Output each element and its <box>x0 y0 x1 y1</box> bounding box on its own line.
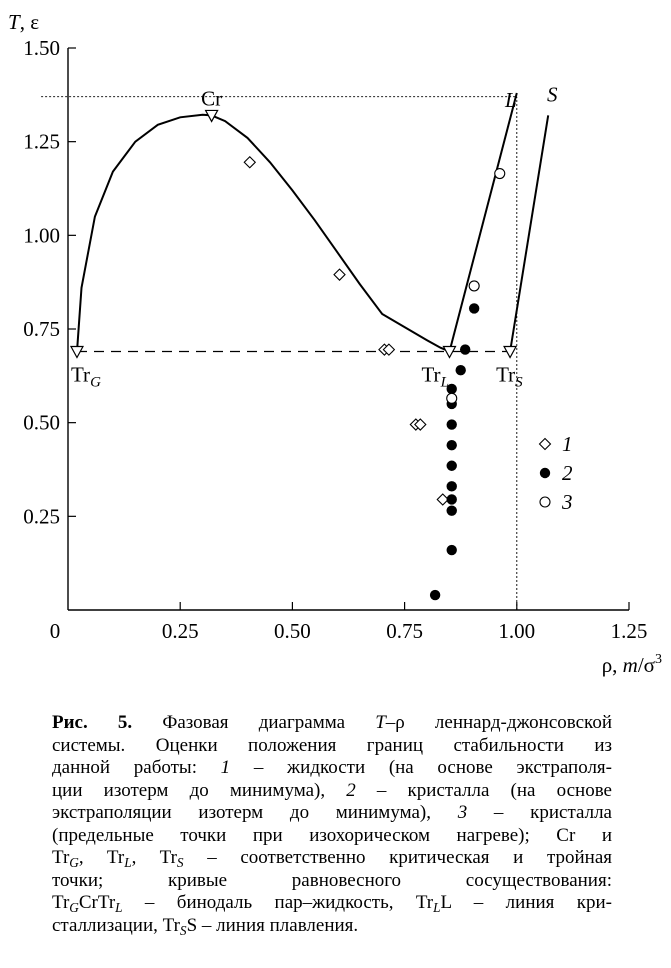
legend-marker-3 <box>539 496 551 508</box>
data-markers <box>243 155 506 601</box>
point-cr <box>204 109 219 123</box>
marker-series-2 <box>459 344 471 355</box>
y-tick-label: 1.00 <box>23 223 60 247</box>
marker-series-3 <box>494 167 506 180</box>
axis-labels: T, ε ρ, m/σ3 L S <box>8 10 662 677</box>
label-cr: Cr <box>201 86 222 110</box>
caption-line: Рис. 5. Фазовая диаграмма T–ρ леннард-дж… <box>52 712 612 733</box>
marker-series-2 <box>446 494 457 505</box>
figure-caption: Рис. 5. Фазовая диаграмма T–ρ леннард-дж… <box>52 712 612 937</box>
curve-0 <box>76 113 450 353</box>
caption-line: (предельные точки при изохорическом нагр… <box>52 824 612 846</box>
caption-line: данной работы: 1 – жидкости (на основе э… <box>52 757 612 778</box>
legend: 1 2 3 <box>538 432 573 514</box>
x-tick-label: 0 <box>50 619 61 643</box>
y-axis-label: T, ε <box>8 10 39 34</box>
x-tick-label: 1.25 <box>611 619 648 643</box>
caption-line: экстраполяции изотерм до минимума), 3 – … <box>52 802 612 823</box>
marker-series-2 <box>446 505 457 516</box>
point-tr-s <box>503 345 518 359</box>
legend-marker-2 <box>539 467 551 479</box>
caption-line: ции изотерм до минимума), 2 – кристалла … <box>52 779 612 801</box>
marker-series-1 <box>382 343 396 356</box>
label-tr-s: TrS <box>496 362 523 390</box>
marker-series-2 <box>429 589 441 601</box>
label-tr-l: TrL <box>421 362 448 390</box>
caption-line: точки; кривые равновесного сосуществован… <box>52 869 612 891</box>
y-tick-label: 0.25 <box>23 504 60 528</box>
curves <box>41 92 550 610</box>
y-tick-label: 1.25 <box>23 130 60 154</box>
x-tick-label: 1.00 <box>498 619 535 643</box>
marker-series-2 <box>446 481 457 492</box>
legend-label-1: 1 <box>562 432 573 456</box>
caption-line: TrGCrTrL – бинодаль пар–жидкость, TrLL –… <box>52 892 612 915</box>
x-tick-label: 0.25 <box>162 619 199 643</box>
marker-series-1 <box>333 268 346 281</box>
marker-series-3 <box>468 280 480 292</box>
curve-label-L: L <box>504 88 517 112</box>
caption-line: сталлизации, TrSS – линия плавления. <box>52 914 359 938</box>
x-tick-label: 0.50 <box>274 619 311 643</box>
curve-label-S: S <box>547 82 558 106</box>
marker-series-2 <box>455 365 466 376</box>
axes: 0 0.25 0.50 0.75 1.00 1.25 0.25 0.50 0.75 1.00 1.2… <box>23 36 647 643</box>
caption-line: TrG, TrL, TrS – соответственно критическ… <box>52 847 613 870</box>
phase-diagram-chart: 0 0.25 0.50 0.75 1.00 1.25 0.25 0.50 0.75 1.00 1.2… <box>8 10 662 677</box>
caption-line: системы. Оценки положения границ стабиль… <box>52 734 612 756</box>
marker-series-1 <box>414 418 427 431</box>
label-tr-g: TrG <box>71 362 101 390</box>
curve-1 <box>448 92 518 352</box>
point-tr-g <box>69 345 84 359</box>
marker-series-2 <box>446 544 457 556</box>
marker-series-2 <box>468 303 480 314</box>
y-tick-label: 0.50 <box>23 411 60 435</box>
x-tick-label: 0.75 <box>386 619 423 643</box>
marker-series-2 <box>446 419 457 430</box>
marker-series-2 <box>446 439 457 451</box>
marker-series-2 <box>446 383 457 395</box>
point-tr-l <box>442 345 457 359</box>
legend-label-3: 3 <box>561 490 573 514</box>
x-axis-label: ρ, m/σ3 <box>602 652 662 677</box>
marker-series-1 <box>243 155 257 169</box>
marker-series-1 <box>436 493 450 506</box>
y-tick-label: 1.50 <box>23 36 60 60</box>
marker-series-2 <box>446 460 457 471</box>
special-points: Cr TrG TrL TrS <box>69 86 523 390</box>
legend-marker-1 <box>538 437 552 451</box>
y-tick-label: 0.75 <box>23 317 60 341</box>
curve-2 <box>509 115 550 352</box>
marker-series-3 <box>446 392 458 404</box>
legend-label-2: 2 <box>562 461 573 485</box>
